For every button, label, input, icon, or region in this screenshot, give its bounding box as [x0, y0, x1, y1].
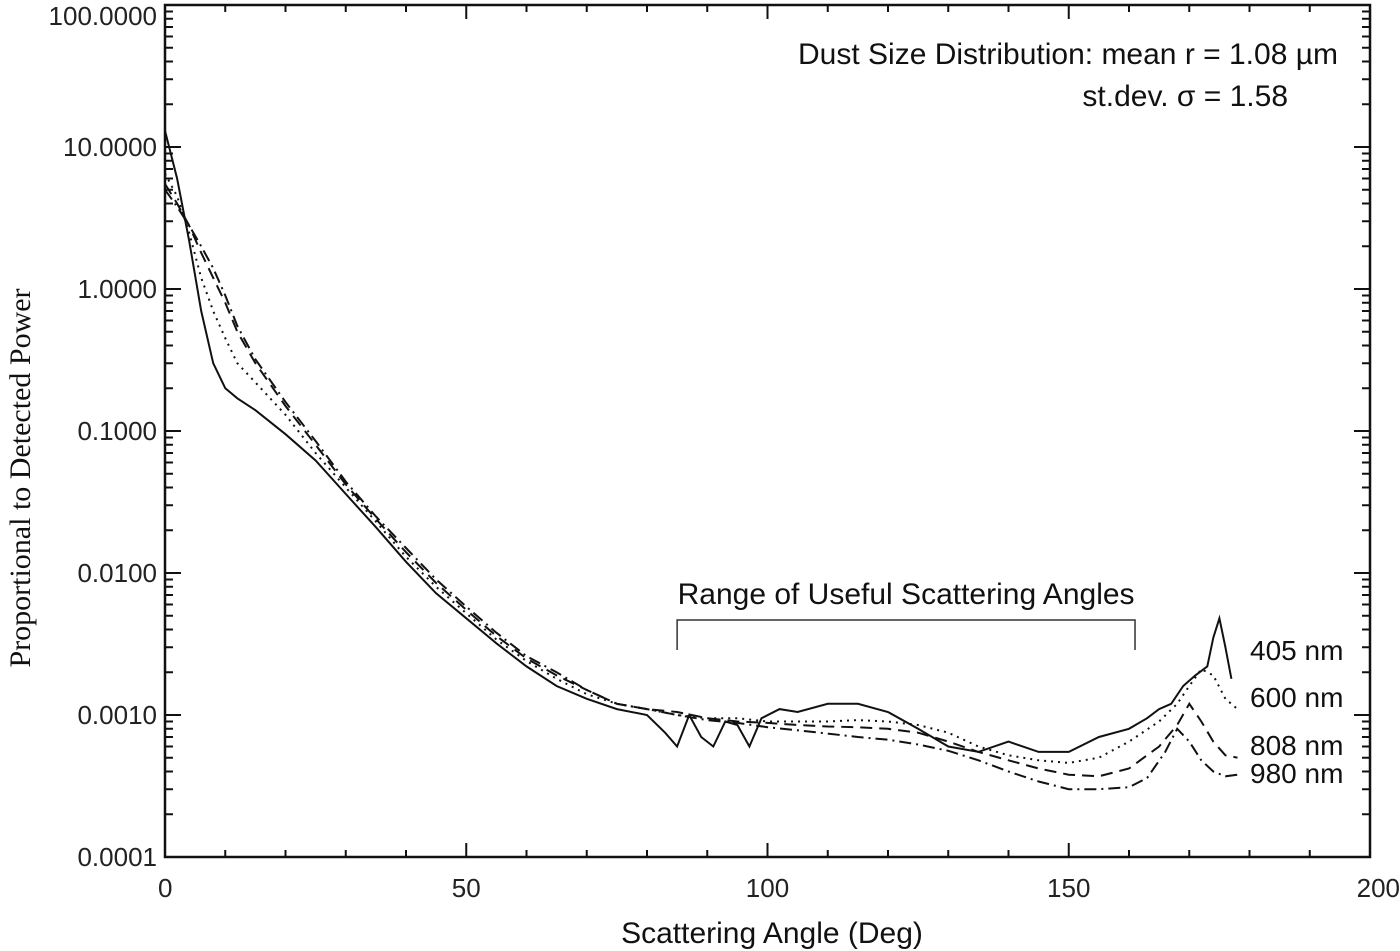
y-tick-label: 10.0000 [63, 132, 157, 162]
x-tick-label: 150 [1047, 873, 1090, 903]
series-layer [164, 130, 1239, 791]
plot-frame [163, 3, 1372, 859]
range-bracket-line [676, 619, 1136, 650]
series-label-980-nm: 980 nm [1250, 758, 1343, 789]
range-bracket: Range of Useful Scattering Angles [676, 578, 1136, 650]
y-tick-label: 0.1000 [77, 416, 157, 446]
annotation-line-2: st.dev. σ = 1.58 [1082, 80, 1288, 113]
series-line-600-nm [164, 173, 1239, 764]
y-axis: 0.0001 0.0010 0.0100 0.1000 1.0000 10.0000 100… [49, 1, 1370, 872]
y-tick-label: 0.0100 [77, 558, 157, 588]
y-tick-label: 0.0001 [77, 842, 157, 872]
x-axis-title: Scattering Angle (Deg) [621, 917, 923, 950]
x-tick-label: 0 [158, 873, 172, 903]
x-tick-label: 200 [1357, 873, 1400, 903]
series-label-405-nm: 405 nm [1250, 635, 1343, 666]
y-tick-label: 1.0000 [77, 274, 157, 304]
series-line-808-nm [164, 183, 1238, 778]
annotation-line-1: Dust Size Distribution: mean r = 1.08 µm [798, 38, 1338, 71]
x-axis: 0 50 100 150 200 [158, 5, 1400, 903]
x-tick-label: 100 [746, 873, 789, 903]
range-label: Range of Useful Scattering Angles [678, 578, 1135, 611]
y-tick-label: 100.0000 [49, 1, 157, 31]
series-label-600-nm: 600 nm [1250, 682, 1343, 713]
y-tick-label: 0.0010 [77, 700, 157, 730]
series-line-980-nm [164, 189, 1238, 791]
series-line-405-nm [164, 130, 1233, 753]
series-label-808-nm: 808 nm [1250, 730, 1343, 761]
y-axis-title: Proportional to Detected Power [4, 288, 37, 667]
x-tick-label: 50 [452, 873, 481, 903]
